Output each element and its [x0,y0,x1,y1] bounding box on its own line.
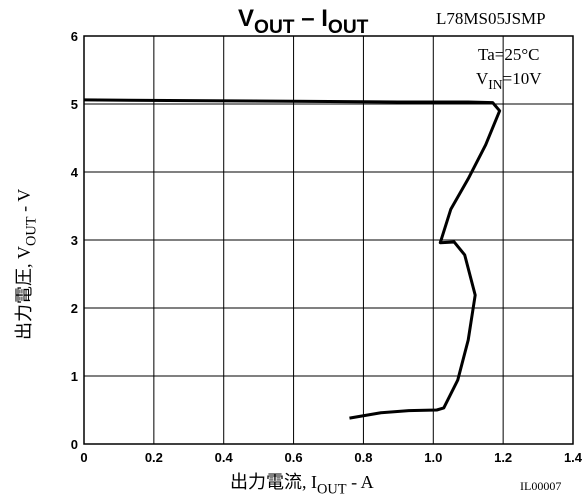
y-tick-label: 5 [71,97,78,112]
y-axis-label: 出力電圧, VOUT - V [14,189,39,340]
plot-frame [83,35,574,445]
x-axis-label: 出力電流, IOUT - A [230,472,374,497]
y-tick-label: 4 [71,165,79,180]
chart-title-part: OUT [254,17,295,38]
temperature: Ta=25°C [478,45,539,64]
y-tick-label: 0 [71,437,78,452]
chart-title-part: V [238,5,254,32]
data-line [83,98,502,420]
x-tick-label: 0 [80,450,87,465]
y-axis-label-part: 出力電圧, V [14,246,34,340]
y-tick-label: 3 [71,233,78,248]
x-axis-label-part: - A [347,472,374,492]
x-tick-label: 0.6 [285,450,303,465]
chart-title: VOUT – IOUT [238,5,369,38]
y-tick-label: 2 [71,301,78,316]
chart-title-part: OUT [328,17,369,38]
x-tick-label: 1.4 [564,450,583,465]
x-tick-label: 0.2 [145,450,163,465]
chart-title-part: – I [295,5,328,32]
x-axis-label-part: OUT [317,481,347,497]
x-tick-label: 1.0 [424,450,442,465]
y-tick-label: 1 [71,369,78,384]
vin-note-part: IN [488,77,503,92]
x-axis-label-part: 出力電流, I [230,472,317,492]
vin-note-part: V [476,69,489,88]
vin-note: VIN=10V [476,69,542,92]
x-tick-label: 0.4 [215,450,234,465]
vin-note-part: =10V [503,69,543,88]
figure-code: IL00007 [520,479,561,493]
y-axis-label-part: OUT [23,216,39,246]
x-tick-label: 0.8 [354,450,372,465]
y-axis-label-part: - V [14,189,34,217]
y-tick-label: 6 [71,29,78,44]
x-tick-label: 1.2 [494,450,512,465]
part-number: L78MS05JSMP [436,9,546,28]
